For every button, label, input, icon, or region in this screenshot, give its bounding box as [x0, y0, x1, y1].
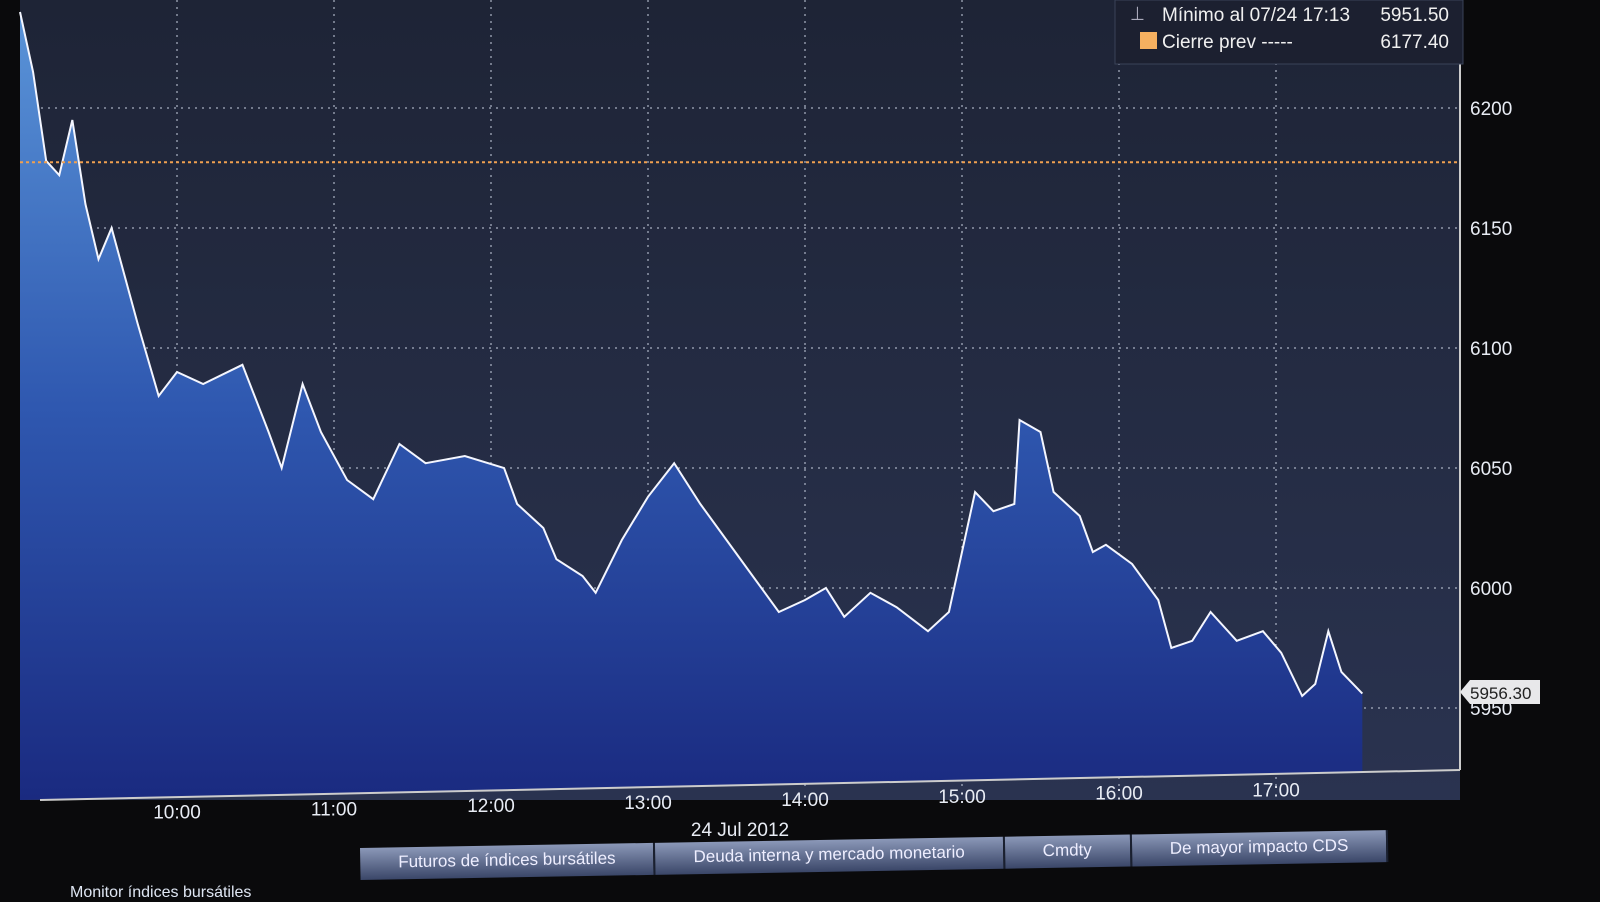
tab-cds[interactable]: De mayor impacto CDS	[1131, 830, 1389, 867]
x-tick-label: 12:00	[467, 796, 515, 817]
x-tick-label: 11:00	[311, 799, 357, 820]
x-axis-label: 24 Jul 2012	[691, 820, 789, 841]
monitor-label: Monitor índices bursátiles	[70, 884, 252, 901]
x-tick-label: 16:00	[1095, 784, 1143, 805]
x-axis	[39, 769, 1461, 801]
x-tick-label: 14:00	[781, 790, 829, 811]
x-tick-label: 17:00	[1252, 780, 1300, 801]
legend-swatch	[1140, 32, 1157, 49]
legend: ⊥ Mínimo al 07/24 17:13 5951.50 Cierre p…	[1114, 0, 1464, 65]
legend-min-value: 5951.50	[1380, 5, 1449, 26]
tab-cmdty[interactable]: Cmdty	[1004, 834, 1133, 869]
last-price-tag: 5956.30	[1460, 680, 1540, 704]
legend-close-value: 6177.40	[1380, 32, 1449, 53]
tab-futuros[interactable]: Futuros de índices bursátiles	[360, 842, 656, 880]
price-area	[20, 12, 1363, 800]
legend-close-label: Cierre prev -----	[1162, 32, 1293, 53]
y-tick-label: 6150	[1470, 219, 1512, 240]
price-line	[19, 11, 1364, 698]
x-tick-label: 15:00	[938, 787, 986, 808]
y-tick-label: 6200	[1470, 99, 1512, 120]
y-tick-label: 5950	[1470, 699, 1512, 720]
y-tick-label: 6100	[1470, 339, 1512, 360]
tab-deuda[interactable]: Deuda interna y mercado monetario	[655, 836, 1006, 875]
x-tick-label: 10:00	[153, 802, 201, 823]
min-marker-icon: ⊥	[1130, 3, 1145, 25]
x-tick-label: 13:00	[624, 793, 672, 814]
y-tick-label: 6000	[1470, 579, 1512, 600]
y-tick-label: 6050	[1470, 459, 1512, 480]
legend-min-label: Mínimo al 07/24 17:13	[1162, 5, 1350, 26]
last-price-label: 5956.30	[1470, 684, 1531, 703]
